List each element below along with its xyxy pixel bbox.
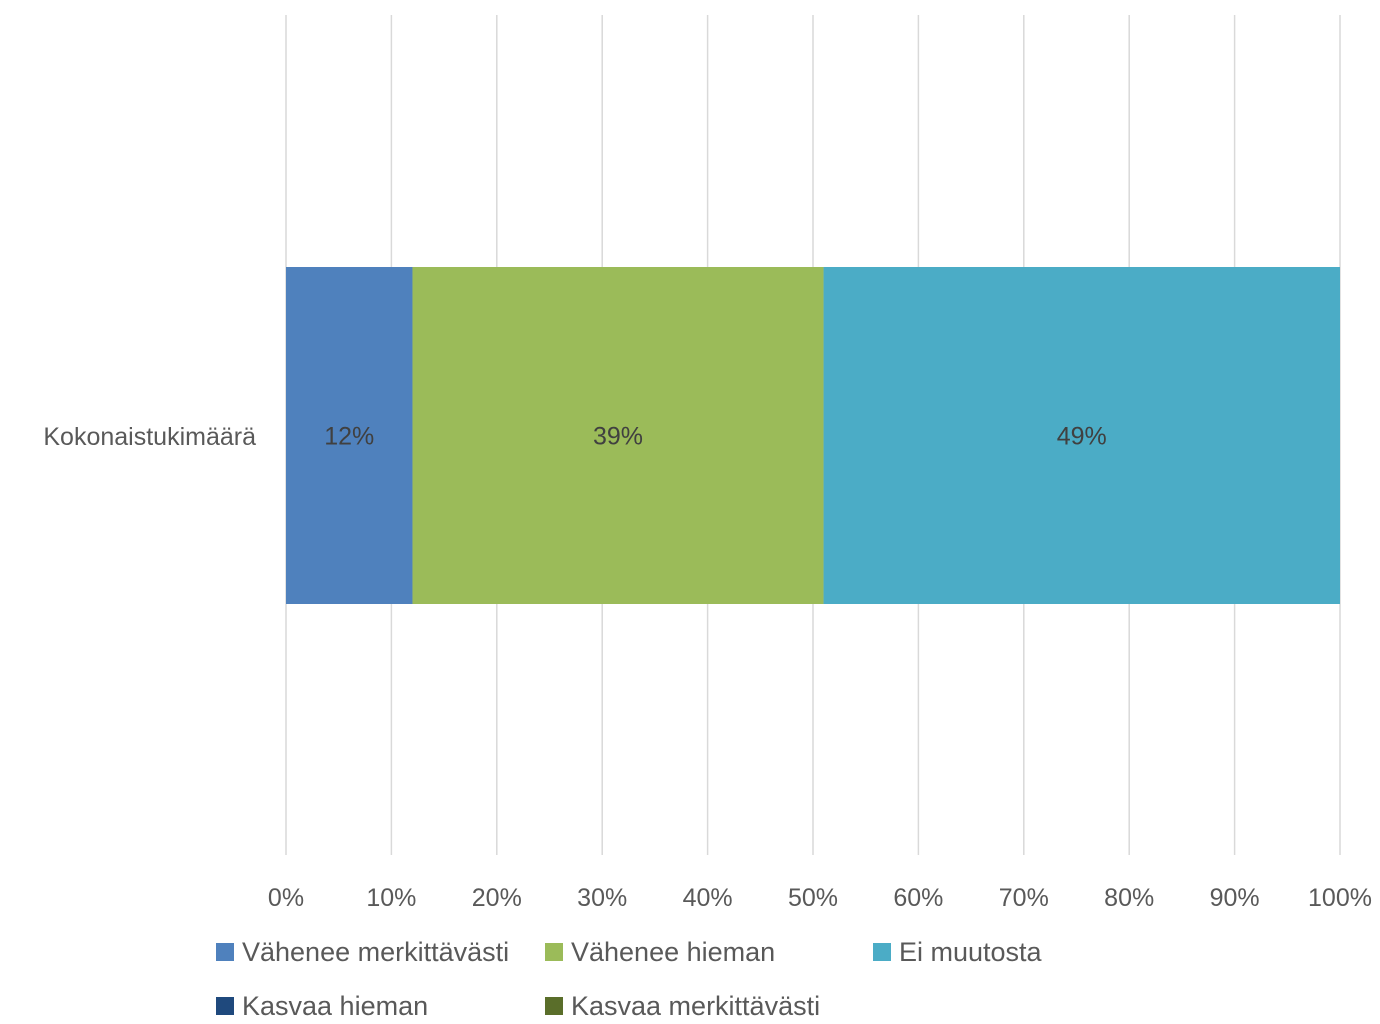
legend-item-1[interactable]: Vähenee hieman xyxy=(545,937,775,967)
legend-label-4: Kasvaa merkittävästi xyxy=(571,991,820,1021)
legend-swatch-0 xyxy=(216,943,234,961)
x-tick-label-2: 20% xyxy=(472,884,522,912)
x-tick-label-9: 90% xyxy=(1210,884,1260,912)
legend-swatch-1 xyxy=(545,943,563,961)
data-label-2: 49% xyxy=(1057,423,1107,451)
legend-swatch-2 xyxy=(873,943,891,961)
bar-segment-0[interactable] xyxy=(286,267,413,604)
x-tick-label-7: 70% xyxy=(999,884,1049,912)
legend[interactable]: Vähenee merkittävästi Vähenee hieman Ei mu… xyxy=(216,937,1043,1021)
x-tick-label-10: 100% xyxy=(1308,884,1372,912)
legend-item-3[interactable]: Kasvaa hieman xyxy=(216,991,428,1021)
legend-label-3: Kasvaa hieman xyxy=(242,991,428,1021)
x-tick-label-6: 60% xyxy=(893,884,943,912)
data-label-1: 39% xyxy=(593,423,643,451)
legend-label-2: Ei muutosta xyxy=(899,937,1043,967)
legend-item-0[interactable]: Vähenee merkittävästi xyxy=(216,937,509,967)
legend-swatch-4 xyxy=(545,997,563,1015)
x-tick-label-3: 30% xyxy=(577,884,627,912)
x-tick-label-8: 80% xyxy=(1104,884,1154,912)
data-labels: 12% 39% 49% xyxy=(324,423,1107,451)
x-tick-label-1: 10% xyxy=(366,884,416,912)
category-label-0: Kokonaistukimäärä xyxy=(43,423,256,451)
x-axis-tick-labels: 0% 10% 20% 30% 40% 50% 60% 70% 80% 90% 100% xyxy=(268,884,1372,912)
category-labels: Kokonaistukimäärä xyxy=(43,423,256,451)
legend-item-2[interactable]: Ei muutosta xyxy=(873,937,1043,967)
legend-label-1: Vähenee hieman xyxy=(571,937,775,967)
legend-item-4[interactable]: Kasvaa merkittävästi xyxy=(545,991,820,1021)
bar-segment-1[interactable] xyxy=(412,267,824,604)
legend-label-0: Vähenee merkittävästi xyxy=(242,937,509,967)
x-tick-label-4: 40% xyxy=(683,884,733,912)
legend-swatch-3 xyxy=(216,997,234,1015)
data-label-0: 12% xyxy=(324,423,374,451)
bar-segment-2[interactable] xyxy=(823,267,1340,604)
x-tick-label-5: 50% xyxy=(788,884,838,912)
bars xyxy=(286,267,1340,604)
x-tick-label-0: 0% xyxy=(268,884,304,912)
